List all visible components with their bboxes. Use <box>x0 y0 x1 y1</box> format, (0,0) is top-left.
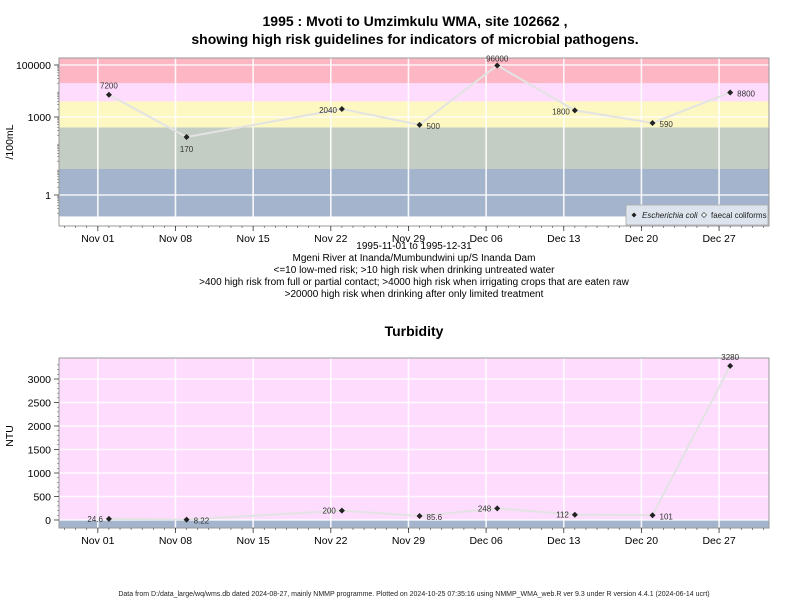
chart1-data-label: 500 <box>427 122 441 131</box>
footer-note: Data from D:/data_large/wq/wms.db dated … <box>118 591 709 598</box>
chart2-plot-background <box>59 358 769 528</box>
chart1-title-line1: 1995 : Mvoti to Umzimkulu WMA, site 1026… <box>263 13 568 29</box>
chart1-data-point <box>571 107 578 114</box>
chart1-x-tick-label: Dec 13 <box>547 233 580 245</box>
chart2-title: Turbidity <box>385 323 444 339</box>
legend-faecal-marker <box>700 211 708 219</box>
chart1-y-tick-label: 1 <box>45 190 51 202</box>
chart1-station: Mgeni River at Inanda/Mumbundwini up/S I… <box>293 253 536 264</box>
chart2-data-label: 8.22 <box>194 517 210 526</box>
chart1-note-1: <=10 low-med risk; >10 high risk when dr… <box>274 265 556 276</box>
chart2-x-tick-label: Dec 27 <box>702 535 735 547</box>
chart1-risk-bands <box>59 58 769 217</box>
chart1-legend-box <box>625 204 769 226</box>
chart1-data-point <box>727 89 734 96</box>
chart2-x-tick-label: Nov 29 <box>392 535 425 547</box>
legend-ecoli-marker <box>631 212 637 218</box>
chart2-data-label: 200 <box>323 507 337 516</box>
chart1-y-tick-label: 1000 <box>28 112 52 124</box>
chart1-x-tick-label: Nov 22 <box>314 233 347 245</box>
chart1-axes: 1 1000 100000 Nov 01 Nov 08 Nov 15 Nov 22 Nov 2… <box>16 60 764 245</box>
chart2-x-tick-label: Nov 15 <box>237 535 270 547</box>
chart2-data-label: 101 <box>660 512 674 521</box>
chart2-data-label: 24.6 <box>87 515 103 524</box>
chart2-data-label: 85.6 <box>427 513 443 522</box>
chart2-y-tick-label: 0 <box>45 515 51 527</box>
chart2-x-tick-label: Dec 20 <box>625 535 658 547</box>
chart1-y-tick-label: 100000 <box>16 60 51 72</box>
chart2-data-point <box>649 512 656 519</box>
chart2-y-tick-label: 3000 <box>28 374 52 386</box>
chart2-axes: 0 500 1000 1500 2000 2500 3000 Nov 01 Nov 08 Nov … <box>28 364 764 547</box>
chart2-data-point <box>338 507 345 514</box>
chart2-series: 24.6 8.22 200 85.6 248 112 101 3280 <box>87 353 739 526</box>
chart2-data-label: 3280 <box>721 353 739 362</box>
chart1-data-label: 8800 <box>737 89 755 98</box>
chart1-data-point <box>105 91 112 98</box>
chart1-data-point <box>416 121 423 128</box>
chart2-y-tick-label: 1500 <box>28 445 52 457</box>
chart1-x-tick-label: Nov 01 <box>81 233 114 245</box>
chart1-data-label: 7200 <box>100 82 118 91</box>
chart1-x-tick-label: Dec 06 <box>469 233 502 245</box>
chart2-data-point <box>105 515 112 522</box>
chart1-y-axis-label: /100mL <box>4 124 16 159</box>
chart2-series-line <box>108 365 732 521</box>
chart2-low-band <box>59 520 769 528</box>
chart2-y-axis-label: NTU <box>4 425 16 447</box>
chart2-y-tick-label: 2000 <box>28 421 52 433</box>
chart1-data-label: 590 <box>660 120 674 129</box>
chart2-x-tick-label: Dec 06 <box>469 535 502 547</box>
chart1-x-tick-label: Dec 27 <box>702 233 735 245</box>
chart1-data-label: 96000 <box>486 54 509 63</box>
chart1-date-range: 1995-11-01 to 1995-12-31 <box>356 241 472 252</box>
legend-faecal-label: faecal coliforms <box>711 211 767 220</box>
chart1-note-3: >20000 high risk when drinking after onl… <box>285 289 544 300</box>
chart2-data-label: 248 <box>478 504 492 513</box>
chart1-series-line <box>108 64 731 139</box>
chart2-x-tick-label: Nov 01 <box>81 535 114 547</box>
chart1-data-point <box>338 105 345 112</box>
chart2-data-point <box>727 362 734 369</box>
legend-ecoli-label: Escherichia coli <box>642 211 698 220</box>
risk-band <box>59 58 769 84</box>
chart2-x-tick-label: Nov 08 <box>159 535 192 547</box>
chart2-data-point <box>494 505 501 512</box>
chart2-y-tick-label: 500 <box>33 492 51 504</box>
chart1-data-label: 2040 <box>319 106 337 115</box>
chart1-x-tick-label: Nov 15 <box>237 233 270 245</box>
chart2-data-label: 112 <box>556 511 569 520</box>
chart1-data-point <box>183 134 190 141</box>
chart2-x-tick-label: Nov 22 <box>314 535 347 547</box>
chart1-title-line2: showing high risk guidelines for indicat… <box>191 31 638 47</box>
chart2-grid <box>59 358 769 528</box>
chart1-plot-frame <box>58 57 770 227</box>
chart1-series: 7200 170 2040 500 96000 1800 590 8800 <box>100 54 755 154</box>
chart2-data-point <box>416 512 423 519</box>
chart1-x-tick-label: Nov 08 <box>159 233 192 245</box>
chart1-grid <box>59 58 769 226</box>
chart1-legend: Escherichia coli faecal coliforms <box>625 204 769 226</box>
chart2-plot-frame <box>58 357 770 529</box>
chart1-note-2: >400 high risk from full or partial cont… <box>199 277 629 288</box>
chart1-data-point <box>649 119 656 126</box>
chart2-y-tick-label: 2500 <box>28 398 52 410</box>
chart1-x-tick-label: Nov 29 <box>392 233 425 245</box>
chart1-data-point <box>494 62 501 69</box>
chart2-data-point <box>183 516 190 523</box>
chart1-x-tick-label: Dec 20 <box>625 233 658 245</box>
risk-band <box>59 83 769 102</box>
chart2-x-tick-label: Dec 13 <box>547 535 580 547</box>
chart2-data-point <box>571 511 578 518</box>
chart1-data-label: 1800 <box>552 107 570 116</box>
chart2-y-tick-label: 1000 <box>28 468 52 480</box>
risk-band <box>59 127 769 169</box>
chart1-data-label: 170 <box>180 145 194 154</box>
